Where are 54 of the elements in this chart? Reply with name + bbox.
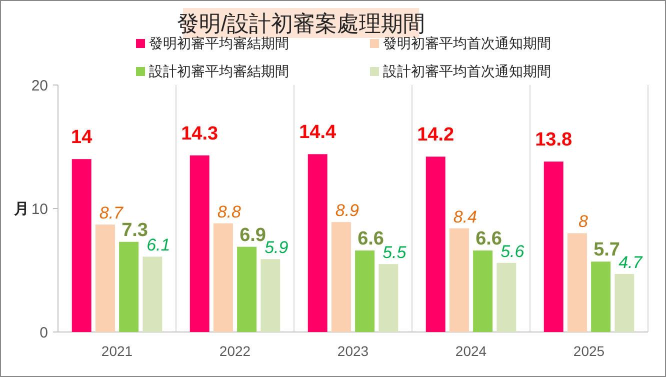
x-tick-label: 2023 <box>337 343 369 359</box>
data-label: 6.1 <box>146 236 170 255</box>
bar <box>331 222 351 332</box>
bar <box>378 264 398 332</box>
data-label: 14.3 <box>181 123 218 144</box>
legend-label: 設計初審平均首次通知期間 <box>383 63 551 79</box>
data-label: 8.7 <box>99 204 124 223</box>
x-tick-label: 2022 <box>219 343 251 359</box>
data-label: 6.6 <box>358 228 384 250</box>
bar <box>260 259 280 332</box>
y-axis-title: 月 <box>13 200 29 218</box>
legend-label: 發明初審平均審結期間 <box>149 35 289 51</box>
bar <box>591 262 611 332</box>
data-label: 14 <box>71 127 93 148</box>
bar <box>72 159 92 332</box>
x-tick-label: 2021 <box>101 343 133 359</box>
bar <box>142 256 162 332</box>
y-tick-label: 10 <box>31 200 48 218</box>
bar <box>213 223 233 332</box>
bar <box>567 233 587 332</box>
data-label: 7.3 <box>122 220 148 241</box>
bar <box>449 228 469 332</box>
data-label: 14.4 <box>299 122 337 144</box>
data-label: 5.7 <box>594 240 620 261</box>
bar <box>95 224 115 332</box>
data-label: 8.4 <box>453 207 478 226</box>
data-label: 4.7 <box>618 252 643 272</box>
bar <box>308 154 328 332</box>
x-tick-label: 2025 <box>573 343 605 359</box>
bar <box>426 156 446 332</box>
bar <box>544 162 564 332</box>
legend-label: 發明初審平均首次通知期間 <box>383 35 551 51</box>
x-tick-label: 2024 <box>455 343 487 359</box>
bar <box>614 274 634 332</box>
chart-title: 發明/設計初審案處理期間 <box>176 11 426 36</box>
bar <box>237 246 257 332</box>
data-label: 13.8 <box>535 130 572 151</box>
data-label: 8 <box>578 212 588 232</box>
data-label: 5.9 <box>264 238 289 258</box>
data-label: 5.6 <box>500 242 525 261</box>
bar <box>119 242 139 332</box>
data-label: 6.9 <box>240 224 266 246</box>
y-tick-label: 0 <box>40 324 48 342</box>
legend-label: 設計初審平均審結期間 <box>149 63 289 79</box>
data-label: 6.6 <box>476 228 502 250</box>
bar <box>355 250 375 332</box>
bar <box>473 250 493 332</box>
data-label: 8.9 <box>335 201 360 220</box>
data-label: 14.2 <box>417 124 454 146</box>
data-label: 5.5 <box>382 243 407 262</box>
data-label: 8.8 <box>217 202 242 222</box>
y-tick-label: 20 <box>31 77 48 94</box>
bar <box>496 262 516 332</box>
bar <box>190 155 210 332</box>
